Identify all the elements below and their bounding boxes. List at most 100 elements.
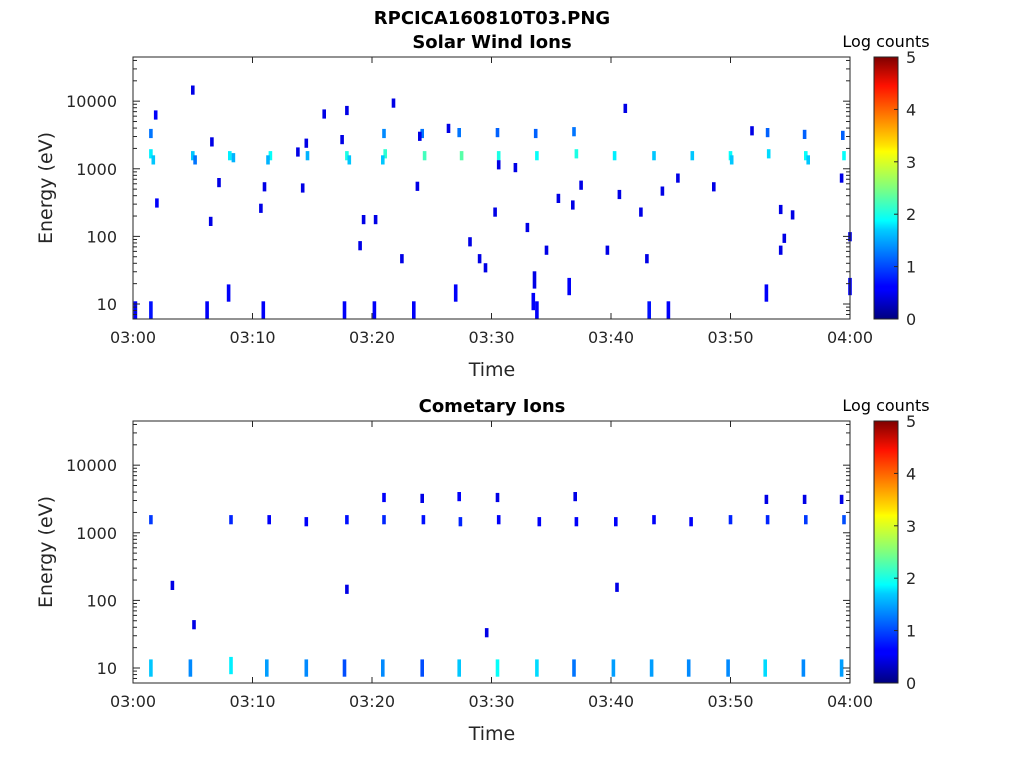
heatmap-cell (763, 659, 767, 677)
colorbar-tick-label: 5 (906, 412, 916, 431)
x-tick-label: 03:50 (707, 328, 753, 347)
heatmap-cell (262, 182, 267, 192)
x-tick-label: 03:00 (110, 328, 156, 347)
heatmap-cell (649, 659, 654, 677)
heatmap-cell (231, 153, 236, 163)
heatmap-cell (567, 277, 571, 296)
cometary-panel: Cometary Ions 03:00 03:10 03:20 03:30 03:40 0… (35, 396, 930, 745)
heatmap-cell (342, 659, 347, 677)
heatmap-cell (268, 151, 273, 161)
heatmap-cell (839, 494, 844, 504)
heatmap-cell (535, 151, 539, 161)
heatmap-cell (192, 620, 196, 630)
heatmap-cell (361, 215, 366, 225)
heatmap-cell (531, 292, 536, 311)
heatmap-cell (804, 151, 808, 161)
heatmap-cell (842, 515, 846, 525)
heatmap-cell (205, 301, 209, 319)
heatmap-cell (839, 659, 844, 677)
colorbar-tick-label: 1 (906, 622, 916, 641)
heatmap-cell (381, 155, 385, 165)
heatmap-cell (639, 207, 643, 217)
heatmap-cell (615, 582, 619, 592)
heatmap-cell (420, 659, 424, 677)
y-tick-label: 10 (97, 659, 117, 678)
heatmap-cell (372, 301, 377, 319)
colorbar: Log counts 0 1 2 3 4 5 (842, 32, 929, 329)
x-tick-label: 03:40 (588, 692, 634, 711)
heatmap-cell (458, 517, 463, 527)
heatmap-cell (170, 580, 175, 590)
heatmap-cell (495, 128, 500, 138)
heatmap-cell (421, 515, 426, 525)
heatmap-cell (459, 151, 464, 161)
heatmap-cell (422, 151, 427, 161)
heatmap-cell (153, 110, 158, 120)
heatmap-cell (623, 103, 628, 113)
heatmap-cell (193, 155, 197, 165)
heatmap-cell (764, 494, 769, 504)
colorbar-tick-label: 4 (906, 464, 916, 483)
x-tick-label: 03:30 (468, 328, 514, 347)
heatmap-cell (544, 245, 549, 255)
colorbar-tick-label: 4 (906, 100, 916, 119)
x-tick-label: 04:00 (827, 328, 873, 347)
heatmap-cell (484, 628, 489, 638)
y-axis-label: Energy (eV) (35, 132, 57, 244)
heatmap-cell (533, 128, 538, 139)
heatmap-cell (535, 659, 539, 677)
heatmap-cell (191, 151, 195, 161)
heatmap-cell (304, 138, 309, 148)
heatmap-cell (765, 128, 770, 138)
heatmap-cell (477, 254, 482, 264)
y-axis-label: Energy (eV) (35, 496, 57, 608)
heatmap-cell (457, 128, 461, 138)
heatmap-cell (229, 515, 233, 525)
heatmap-cell (468, 237, 472, 247)
heatmap-cell (556, 193, 561, 203)
heatmap-cell (381, 659, 385, 677)
heatmap-cell (453, 284, 458, 302)
heatmap-cell (296, 147, 300, 157)
colorbar-ticks: 0 1 2 3 4 5 (894, 48, 916, 329)
heatmap-cell (155, 198, 159, 208)
heatmap-cell (766, 149, 771, 159)
heatmap-cell (265, 659, 269, 677)
heatmap-cell (525, 222, 530, 233)
heatmap-cell (304, 517, 309, 527)
x-tick-label: 03:10 (229, 328, 275, 347)
plot-frame (132, 420, 851, 684)
heatmap-cell (571, 200, 575, 210)
heatmap-cell (778, 204, 783, 215)
heatmap-cell (666, 301, 671, 319)
heatmap-cell (804, 515, 808, 525)
heatmap-cell (382, 128, 386, 139)
heatmap-cell (149, 515, 153, 525)
heatmap-cell (728, 515, 733, 525)
heatmap-cell (617, 189, 622, 200)
heatmap-cell (647, 301, 651, 319)
heatmap-cell (652, 151, 656, 161)
panel-title: Solar Wind Ions (412, 32, 571, 53)
heatmap-cell (345, 151, 349, 161)
heatmap-cell (208, 216, 213, 226)
heatmap-cell (574, 149, 579, 159)
heatmap-cell (149, 128, 153, 139)
y-tick-label: 1000 (76, 160, 117, 179)
heatmap-cell (806, 155, 810, 165)
colorbar-tick-label: 5 (906, 48, 916, 67)
y-tick-label: 100 (86, 591, 117, 610)
heatmap-cell (340, 135, 344, 145)
heatmap-cell (726, 659, 730, 677)
heatmap-cell (418, 131, 422, 141)
heatmap-cell (612, 151, 617, 161)
heatmap-cell (676, 173, 680, 183)
colorbar-gradient (873, 56, 899, 320)
figure-title: RPCICA160810T03.PNG (374, 8, 610, 29)
x-tick-label: 04:00 (827, 692, 873, 711)
colorbar-tick-label: 3 (906, 153, 916, 172)
x-tick-label: 03:20 (349, 328, 395, 347)
heatmap-cell (191, 85, 195, 95)
heatmap-cell (259, 203, 263, 213)
